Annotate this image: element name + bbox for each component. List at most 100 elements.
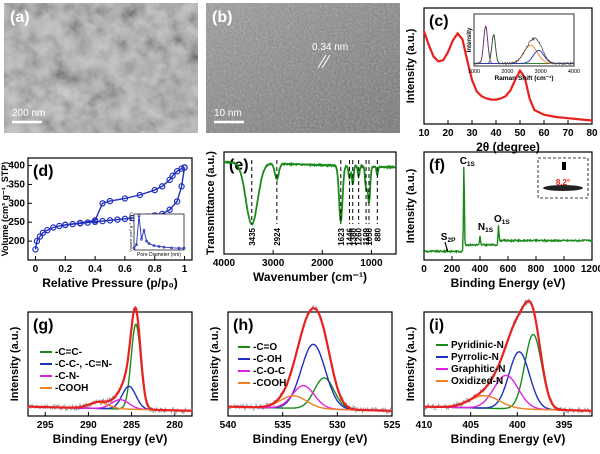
- panel-label-e: (e): [229, 157, 249, 174]
- ftir-peak-label: 2924: [273, 227, 282, 245]
- label-s2p: S2P: [441, 232, 456, 244]
- y-tick-label: 200: [8, 236, 25, 247]
- legend-label: -COOH: [253, 378, 286, 389]
- x-axis-label: Binding Energy (eV): [53, 432, 168, 446]
- panel-label-c: (c): [429, 13, 449, 30]
- component-i-1: [423, 351, 592, 412]
- ftir-peak-label: 1380: [349, 227, 358, 245]
- xrd-point: [437, 60, 440, 63]
- x-axis-label: Wavenumber (cm⁻¹): [253, 270, 367, 284]
- subscript: 2P: [447, 237, 456, 244]
- isotherm-point: [158, 183, 166, 190]
- subscript: 1S: [502, 219, 511, 226]
- raman-y-label: Intensity: [467, 27, 473, 52]
- x-tick-label: 600: [500, 264, 517, 275]
- x-tick-label: 50: [514, 128, 526, 139]
- x-axis-label: Binding Energy (eV): [451, 276, 566, 290]
- x-tick-label: 410: [416, 420, 433, 431]
- legend-label: -C-O-C: [253, 366, 285, 377]
- xrd-point: [499, 97, 502, 100]
- x-tick-label: 400: [509, 420, 526, 431]
- chart-panel-d: 0 0.2 0.4 0.6 0.8 1 200 250 300 350 400 Relative Pr…: [0, 157, 193, 290]
- isotherm-point: [76, 219, 84, 227]
- isotherm-point: [166, 206, 173, 213]
- xrd-point: [471, 79, 473, 81]
- ftir-peak-label: 1109: [362, 227, 371, 245]
- legend-label: -C-N-: [55, 371, 79, 382]
- isotherm-point: [169, 172, 176, 179]
- panel-label-i: (i): [429, 317, 444, 334]
- plot-area-c: [423, 7, 593, 125]
- isotherm-point: [106, 217, 114, 224]
- xrd-point: [490, 98, 493, 101]
- x-tick-label: 0.2: [58, 264, 72, 275]
- isotherm-point: [173, 168, 181, 175]
- panel-label-a: (a): [10, 9, 30, 26]
- pore-point: [177, 246, 181, 250]
- panel-label-b: (b): [212, 9, 232, 26]
- x-axis-label: Relative Pressure (p/p₀): [42, 276, 177, 290]
- y-axis-label: Intensity (a.u.): [405, 326, 417, 401]
- x-tick-label: 1: [182, 264, 188, 275]
- plot-area-i: [423, 311, 593, 417]
- chart-panel-c: 10 20 30 40 50 60 70 80 2θ (degree) Intensity (a.…: [405, 7, 598, 154]
- xrd-point: [485, 97, 488, 100]
- xrd-point: [579, 118, 581, 121]
- xrd-point: [427, 44, 430, 47]
- x-tick-label: 800: [528, 264, 545, 275]
- x-tick-label: 20: [442, 128, 454, 139]
- component-i-0: [423, 333, 592, 412]
- isotherm-point: [178, 183, 185, 190]
- isotherm-point: [173, 198, 181, 205]
- xrd-point: [461, 38, 464, 41]
- x-tick-label: 200: [444, 264, 461, 275]
- x-tick-label: 2000: [311, 258, 334, 269]
- pore-point: [182, 246, 186, 250]
- xrd-point: [509, 89, 512, 92]
- pore-point: [152, 244, 156, 248]
- xrd-point: [456, 32, 459, 35]
- x-tick-label: 530: [329, 420, 346, 431]
- isotherm-point: [178, 165, 185, 172]
- x-tick-label: 1000: [553, 264, 576, 275]
- fit-envelope-i: [423, 299, 592, 412]
- raw-data-i: [423, 297, 593, 415]
- raman-tick-label: 1000: [468, 69, 480, 75]
- y-axis-label: Intensity (a.u.): [209, 326, 221, 401]
- pore-point: [140, 237, 143, 241]
- isotherm-point: [181, 164, 188, 171]
- sem-image: [4, 3, 198, 133]
- x-tick-label: 0.8: [148, 264, 162, 275]
- pore-point: [137, 214, 141, 218]
- isotherm-point: [39, 229, 47, 236]
- droplet-icon: [543, 185, 583, 191]
- y-axis-label: Volume (cm³ g⁻¹, STP): [0, 162, 10, 257]
- isotherm-point: [166, 176, 173, 184]
- fit-envelope-h: [227, 307, 392, 412]
- label-n1s: N1S: [478, 222, 494, 234]
- x-tick-label: 3000: [262, 258, 285, 269]
- plot-area-e: [223, 151, 397, 255]
- y-tick-label: 400: [8, 161, 25, 172]
- xrd-point: [466, 59, 469, 62]
- x-tick-label: 0: [33, 264, 39, 275]
- y-axis-label: Intensity (a.u.): [405, 28, 417, 103]
- pore-point: [142, 228, 146, 232]
- legend-label: -C=O: [253, 342, 277, 353]
- isotherm-point: [121, 215, 129, 223]
- xrd-point: [504, 95, 507, 98]
- x-tick-label: 1000: [360, 258, 383, 269]
- needle-icon: [562, 162, 566, 170]
- ftir-peak-label: 1623: [337, 227, 346, 245]
- xrd-point: [555, 116, 557, 118]
- isotherm-point: [44, 226, 51, 234]
- xrd-point: [591, 119, 593, 122]
- isotherm-point: [114, 216, 121, 223]
- x-tick-label: 30: [466, 128, 478, 139]
- isotherm-point: [121, 195, 129, 202]
- pore-point: [162, 245, 166, 249]
